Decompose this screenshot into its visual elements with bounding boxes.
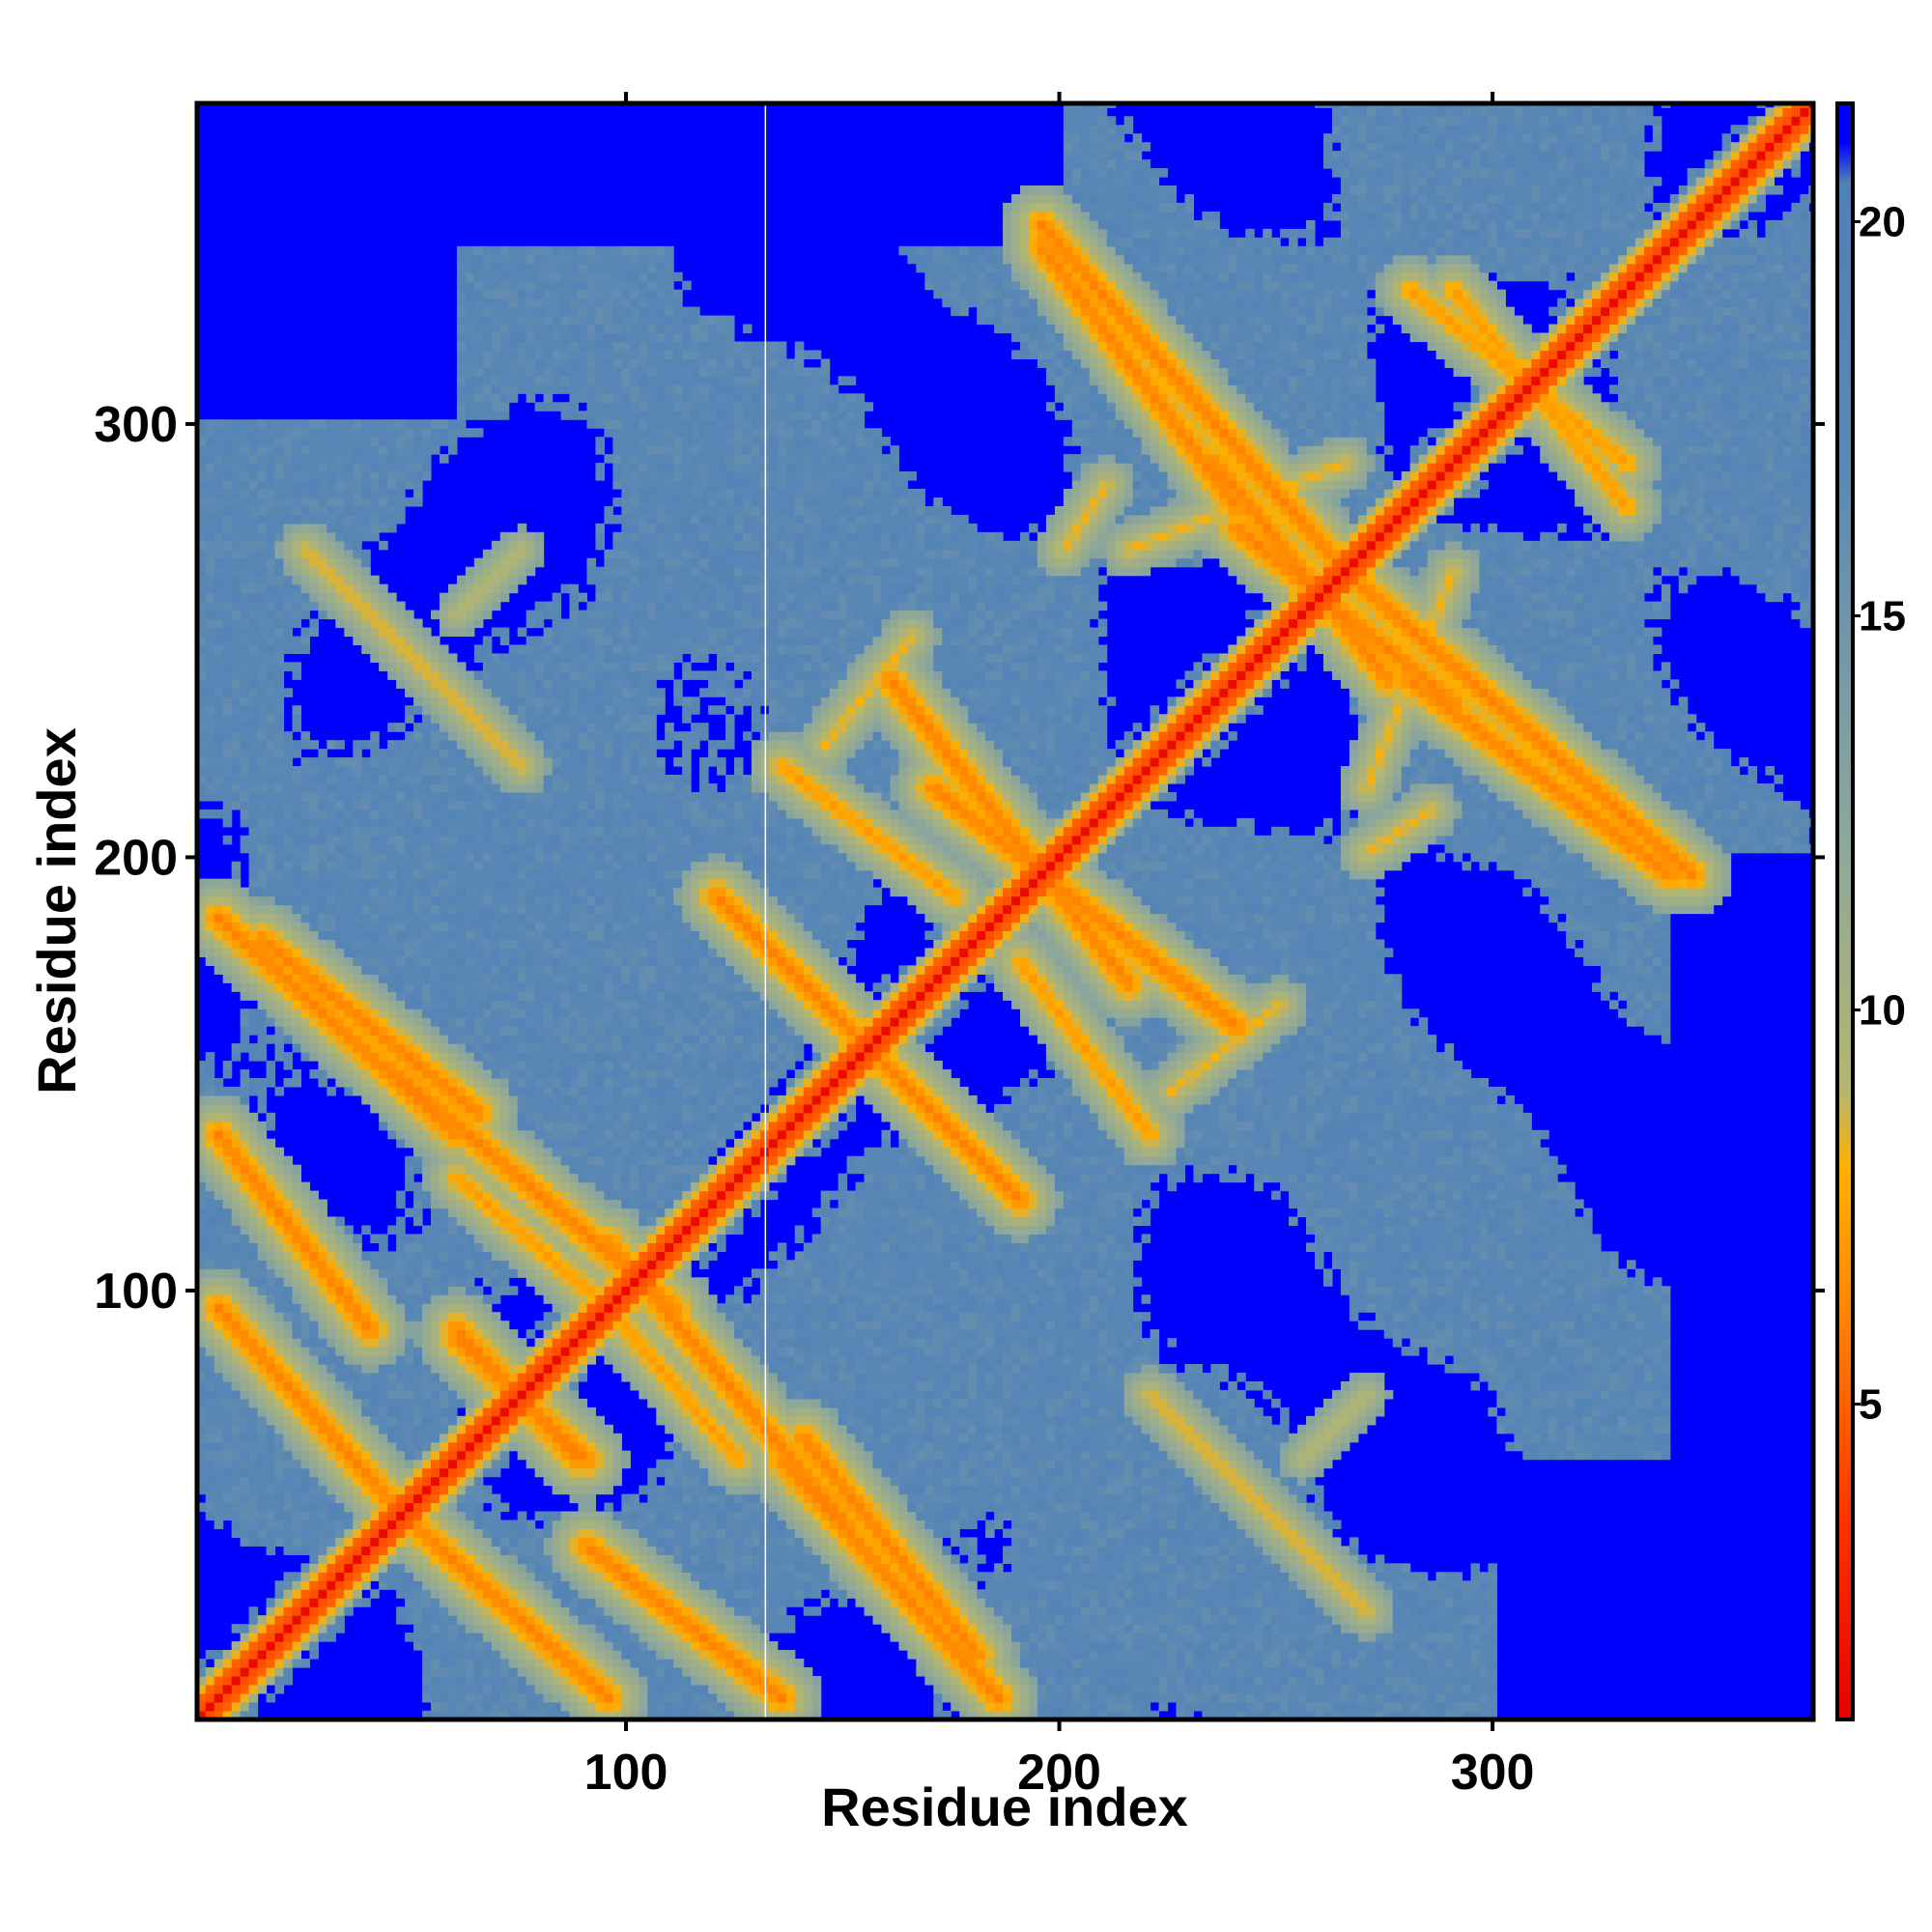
x-axis-title: Residue index [821,1776,1188,1837]
colorbar-tick-label: 15 [1859,592,1906,639]
y-axis-title: Residue index [26,727,87,1094]
colorbar-ticks: 5 10 15 20 [1853,198,1906,1428]
gap-column-line [765,103,767,1719]
y-tick-label: 200 [94,830,178,886]
x-tick-label: 100 [584,1745,668,1801]
colorbar-tick-label: 10 [1859,987,1906,1035]
colorbar-tick-label: 20 [1859,198,1906,245]
x-tick-label: 300 [1451,1745,1535,1801]
y-tick-label: 300 [94,397,178,453]
colorbar-tick-label: 5 [1859,1381,1882,1429]
colorbar [1837,103,1853,1719]
y-tick-label: 100 [94,1264,178,1320]
